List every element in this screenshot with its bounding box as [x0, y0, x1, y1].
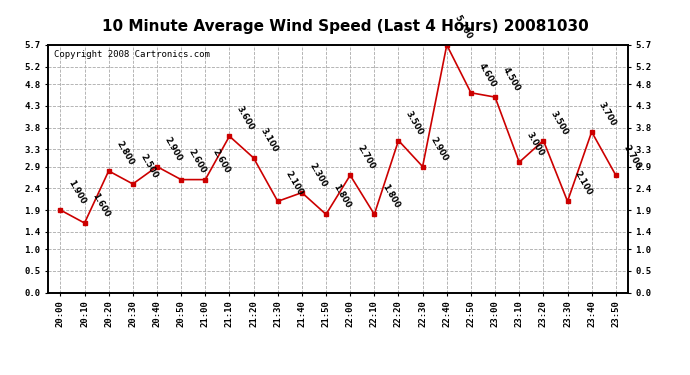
- Text: 1.800: 1.800: [332, 183, 353, 210]
- Text: 2.600: 2.600: [187, 148, 208, 176]
- Text: 3.500: 3.500: [549, 109, 570, 136]
- Text: 2.900: 2.900: [163, 135, 184, 162]
- Text: 2.500: 2.500: [139, 152, 159, 180]
- Text: 4.600: 4.600: [477, 61, 497, 88]
- Text: 3.600: 3.600: [235, 105, 256, 132]
- Text: 1.800: 1.800: [380, 183, 401, 210]
- Text: 1.900: 1.900: [66, 178, 87, 206]
- Text: 2.100: 2.100: [284, 170, 304, 197]
- Text: 3.100: 3.100: [259, 126, 280, 154]
- Text: 3.500: 3.500: [404, 109, 425, 136]
- Text: 5.700: 5.700: [453, 13, 473, 41]
- Text: 1.600: 1.600: [90, 191, 111, 219]
- Text: 4.500: 4.500: [501, 66, 522, 93]
- Text: Copyright 2008 Cartronics.com: Copyright 2008 Cartronics.com: [54, 50, 210, 59]
- Text: 2.700: 2.700: [622, 144, 642, 171]
- Text: 10 Minute Average Wind Speed (Last 4 Hours) 20081030: 10 Minute Average Wind Speed (Last 4 Hou…: [101, 19, 589, 34]
- Text: 2.300: 2.300: [308, 161, 328, 189]
- Text: 2.100: 2.100: [573, 170, 594, 197]
- Text: 2.900: 2.900: [428, 135, 449, 162]
- Text: 2.700: 2.700: [356, 144, 377, 171]
- Text: 3.700: 3.700: [598, 100, 618, 128]
- Text: 3.000: 3.000: [525, 131, 546, 158]
- Text: 2.600: 2.600: [211, 148, 232, 176]
- Text: 2.800: 2.800: [115, 140, 135, 167]
